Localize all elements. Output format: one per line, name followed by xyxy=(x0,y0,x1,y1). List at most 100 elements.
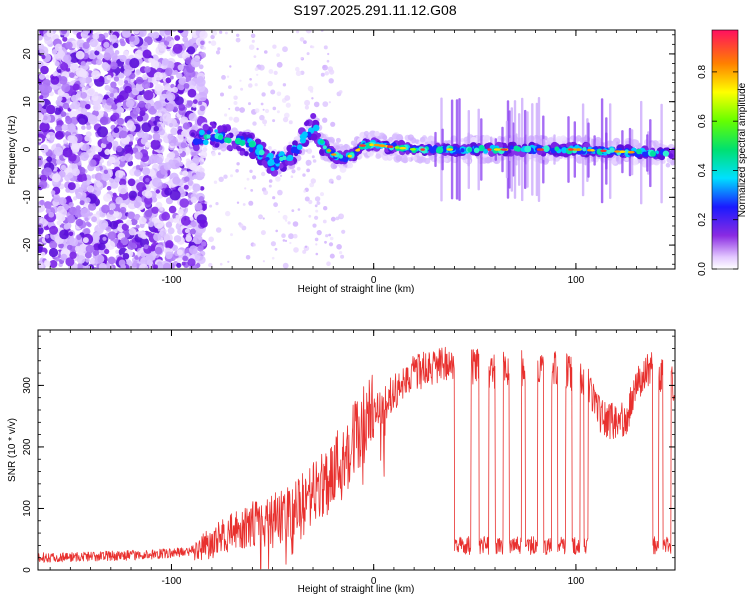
colorbar-tick-label: 0.4 xyxy=(697,163,708,177)
heatmap-cell xyxy=(324,71,329,76)
heatmap-cell xyxy=(210,40,217,46)
heatmap-cell xyxy=(554,146,560,152)
heatmap-cell xyxy=(128,124,136,132)
heatmap-cell xyxy=(313,101,320,108)
heatmap-cell xyxy=(594,136,602,145)
heatmap-cell xyxy=(239,223,244,228)
heatmap-cell xyxy=(209,204,213,208)
heatmap-cell xyxy=(249,169,253,173)
heatmap-cell xyxy=(253,55,257,58)
heatmap-cell xyxy=(112,210,120,218)
heatmap-cell xyxy=(264,108,270,114)
heatmap-cell xyxy=(339,166,347,173)
heatmap-cell xyxy=(108,156,116,164)
heatmap-cell xyxy=(121,223,129,231)
spectrogram-xlabel: Height of straight line (km) xyxy=(298,284,415,295)
heatmap-cell xyxy=(95,59,103,66)
colorbar-label: Normalized spectral amplitude xyxy=(737,82,748,217)
heatmap-cell xyxy=(217,125,224,132)
heatmap-cell xyxy=(43,167,52,176)
heatmap-cell xyxy=(197,245,204,252)
heatmap-cell xyxy=(199,209,204,214)
heatmap-cell xyxy=(61,83,71,93)
heatmap-cell xyxy=(210,34,215,40)
heatmap-cell xyxy=(116,145,123,153)
heatmap-cell xyxy=(75,192,82,200)
heatmap-cell xyxy=(189,162,197,171)
heatmap-cell xyxy=(291,209,295,213)
heatmap-cell xyxy=(235,37,241,43)
heatmap-cell xyxy=(561,147,568,154)
snr-panel: -100 0 100 0 100 200 300 Height of straight li… xyxy=(7,329,676,595)
heatmap-cell xyxy=(124,80,129,85)
snr-ytick-label: 300 xyxy=(22,377,33,394)
heatmap-cell xyxy=(442,145,448,151)
heatmap-cell xyxy=(308,214,312,218)
heatmap-cell xyxy=(204,201,208,205)
heatmap-cell xyxy=(46,131,56,141)
heatmap-cell xyxy=(199,150,208,159)
heatmap-cell xyxy=(256,73,259,76)
heatmap-cell xyxy=(246,177,250,181)
heatmap-cell xyxy=(320,72,325,77)
heatmap-cell xyxy=(258,64,265,71)
heatmap-cell xyxy=(633,139,640,146)
heatmap-cell xyxy=(82,237,89,244)
heatmap-cell xyxy=(260,230,266,236)
heatmap-cell xyxy=(319,149,325,155)
heatmap-cell xyxy=(324,240,327,244)
heatmap-cell xyxy=(60,253,68,261)
heatmap-cell xyxy=(250,189,254,192)
heatmap-cell xyxy=(333,151,340,158)
heatmap-hotspot xyxy=(487,148,492,151)
heatmap-cell xyxy=(139,164,144,169)
heatmap-cell xyxy=(484,135,491,141)
heatmap-cell xyxy=(199,167,205,173)
heatmap-cell xyxy=(202,147,208,152)
heatmap-cell xyxy=(326,59,330,63)
heatmap-hotspot xyxy=(575,148,581,151)
heatmap-hotspot xyxy=(377,144,385,147)
heatmap-cell xyxy=(420,156,427,163)
heatmap-cell xyxy=(176,72,183,79)
heatmap-cell xyxy=(509,145,514,150)
heatmap-cell xyxy=(192,183,201,192)
heatmap-cell xyxy=(406,156,412,162)
heatmap-cell xyxy=(199,129,205,136)
heatmap-cell xyxy=(198,64,204,70)
heatmap-cell xyxy=(211,124,217,129)
heatmap-cell xyxy=(115,105,123,113)
heatmap-cell xyxy=(110,61,118,70)
heatmap-cell xyxy=(279,156,284,162)
heatmap-cell xyxy=(524,145,532,153)
heatmap-cell xyxy=(201,241,207,247)
heatmap-cell xyxy=(174,96,184,106)
heatmap-cell xyxy=(62,36,68,42)
heatmap-cell xyxy=(282,239,286,242)
heatmap-cell xyxy=(169,75,174,80)
heatmap-cell xyxy=(128,190,137,199)
heatmap-cell xyxy=(150,139,161,150)
heatmap-cell xyxy=(239,150,245,156)
spec-ytick-label: 0 xyxy=(22,146,33,152)
heatmap-hotspot xyxy=(359,144,366,147)
heatmap-cell xyxy=(214,143,220,148)
heatmap-cell xyxy=(173,70,179,75)
heatmap-cell xyxy=(164,30,172,36)
spec-ytick-label: -10 xyxy=(22,190,33,205)
heatmap-cell xyxy=(54,61,60,67)
heatmap-cell xyxy=(276,110,280,114)
heatmap-cell xyxy=(192,174,198,180)
heatmap-cell xyxy=(239,107,246,113)
heatmap-cell xyxy=(106,181,111,186)
heatmap-hotspot xyxy=(409,148,416,151)
heatmap-cell xyxy=(147,221,154,228)
heatmap-cell xyxy=(165,240,174,249)
heatmap-cell xyxy=(443,158,448,163)
heatmap-cell xyxy=(118,259,126,267)
heatmap-cell xyxy=(473,147,480,154)
heatmap-cell xyxy=(227,260,230,263)
heatmap-cell xyxy=(315,243,318,246)
heatmap-cell xyxy=(134,169,142,177)
heatmap-cell xyxy=(199,186,205,191)
